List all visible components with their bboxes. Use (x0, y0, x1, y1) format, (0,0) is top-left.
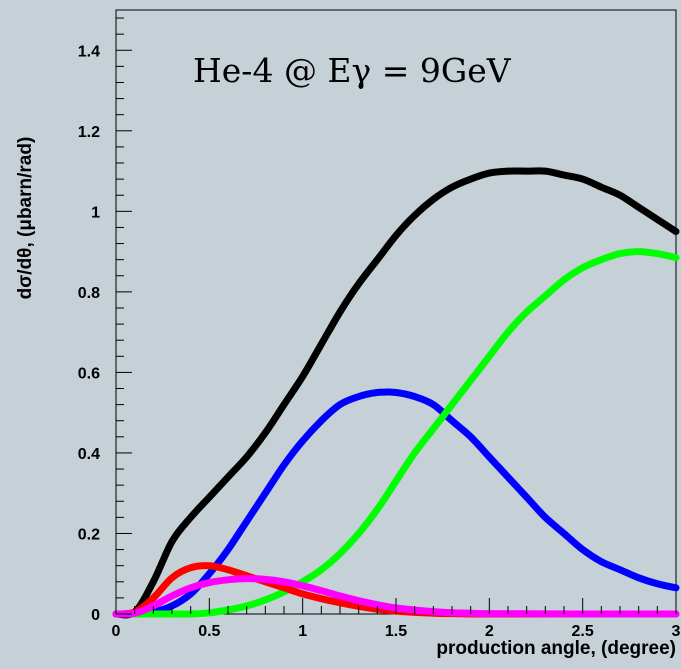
x-tick-label: 2 (485, 623, 494, 640)
chart-title: He-4 @ Eγ = 9GeV (193, 51, 512, 90)
y-tick-label: 1.4 (78, 43, 100, 60)
x-tick-label: 1.5 (385, 623, 407, 640)
axes: 0 0.5 1 1.5 2 2.5 3 0 0.2 0.4 0.6 0.8 1 1.2 1.4 (78, 17, 681, 640)
plot-area (115, 9, 677, 615)
series-line-blue (112, 388, 680, 618)
x-tick-label: 0 (112, 623, 121, 640)
y-tick-label: 0.6 (78, 365, 100, 382)
y-tick-label: 1.2 (78, 124, 100, 141)
x-tick-label: 2.5 (572, 623, 594, 640)
x-axis-label: production angle, (degree) (436, 638, 676, 659)
series-line-black (112, 167, 680, 619)
x-tick-label: 1 (298, 623, 307, 640)
x-tick-label: 3 (672, 623, 681, 640)
y-axis-label: dσ/dθ, (μbarn/rad) (15, 137, 36, 300)
y-tick-label: 1 (91, 204, 100, 221)
series-line-magenta (112, 575, 680, 618)
y-tick-label: 0.8 (78, 285, 100, 302)
x-tick-label: 0.5 (198, 623, 220, 640)
y-tick-label: 0.2 (78, 526, 100, 543)
y-tick-label: 0 (91, 607, 100, 624)
y-tick-label: 0.4 (78, 446, 100, 463)
